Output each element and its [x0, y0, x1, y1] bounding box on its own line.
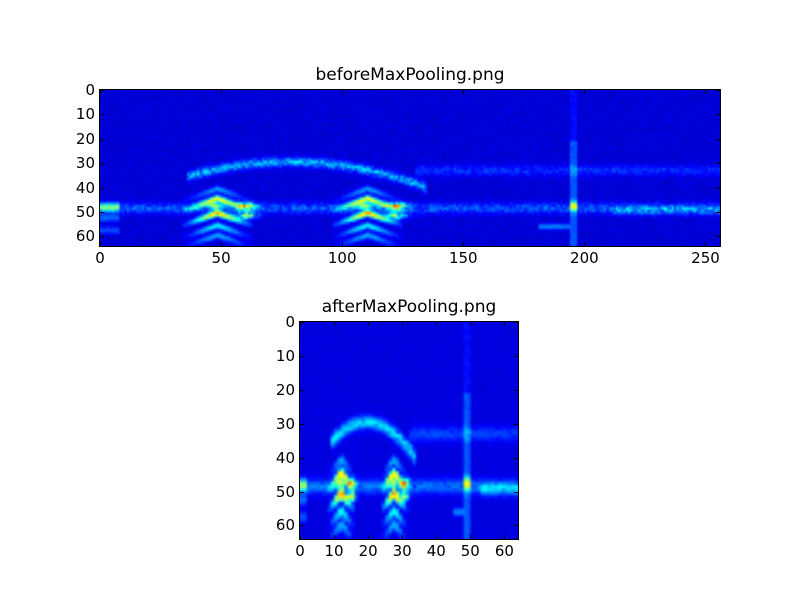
y-tick-mark — [100, 236, 104, 238]
x-tick-label: 60 — [494, 542, 514, 560]
x-tick-mark — [584, 242, 586, 246]
y-tick-mark — [514, 355, 518, 357]
y-tick-label: 40 — [75, 178, 95, 197]
x-tick-mark — [221, 242, 223, 246]
x-tick-mark — [221, 90, 223, 94]
x-tick-mark — [402, 322, 404, 326]
x-tick-label: 50 — [460, 542, 480, 560]
y-tick-mark — [100, 90, 104, 91]
x-tick-mark — [100, 90, 101, 94]
x-tick-mark — [334, 322, 336, 326]
y-tick-mark — [100, 138, 104, 140]
heatmap-image — [100, 90, 720, 246]
y-tick-mark — [716, 187, 720, 189]
y-tick-mark — [514, 491, 518, 493]
x-tick-mark — [504, 535, 506, 539]
y-tick-label: 60 — [75, 227, 95, 246]
y-tick-mark — [716, 236, 720, 238]
y-tick-mark — [716, 114, 720, 116]
x-tick-mark — [436, 322, 438, 326]
x-tick-label: 250 — [691, 249, 720, 267]
y-tick-mark — [514, 389, 518, 391]
y-tick-mark — [100, 211, 104, 213]
heatmap-image — [300, 322, 518, 539]
y-tick-label: 20 — [75, 129, 95, 148]
x-tick-mark — [436, 535, 438, 539]
y-tick-mark — [300, 525, 304, 527]
x-tick-mark — [584, 90, 586, 94]
x-tick-label: 50 — [211, 249, 231, 267]
heatmap-axes — [99, 89, 721, 247]
y-tick-label: 0 — [285, 313, 295, 331]
y-tick-label: 50 — [275, 482, 295, 501]
chart-title: beforeMaxPooling.png — [315, 65, 505, 85]
x-tick-label: 150 — [448, 249, 478, 267]
y-tick-label: 30 — [75, 154, 95, 173]
x-tick-label: 100 — [327, 249, 357, 267]
x-tick-mark — [342, 242, 344, 246]
y-tick-mark — [300, 389, 304, 391]
x-tick-label: 40 — [426, 542, 446, 560]
y-tick-mark — [300, 491, 304, 493]
x-tick-mark — [402, 535, 404, 539]
y-tick-label: 40 — [275, 448, 295, 467]
x-tick-mark — [100, 242, 101, 246]
y-tick-mark — [514, 525, 518, 527]
y-tick-mark — [514, 457, 518, 459]
x-tick-label: 10 — [324, 542, 344, 560]
y-tick-label: 10 — [275, 346, 295, 365]
y-tick-mark — [100, 114, 104, 116]
y-tick-mark — [300, 423, 304, 425]
x-tick-mark — [463, 90, 465, 94]
x-tick-mark — [504, 322, 506, 326]
x-tick-mark — [300, 322, 301, 326]
x-tick-mark — [705, 90, 707, 94]
x-tick-mark — [342, 90, 344, 94]
y-tick-label: 30 — [275, 414, 295, 433]
x-tick-mark — [470, 535, 472, 539]
y-tick-label: 20 — [275, 380, 295, 399]
x-tick-label: 200 — [570, 249, 599, 267]
y-tick-mark — [716, 163, 720, 165]
x-tick-label: 0 — [295, 542, 305, 560]
y-tick-label: 50 — [75, 202, 95, 221]
y-tick-label: 60 — [275, 516, 295, 535]
y-tick-mark — [300, 322, 304, 323]
y-tick-mark — [716, 90, 720, 91]
y-tick-label: 0 — [85, 81, 95, 99]
x-tick-mark — [334, 535, 336, 539]
x-tick-label: 0 — [95, 249, 105, 267]
heatmap-axes — [299, 321, 519, 540]
y-tick-mark — [716, 138, 720, 140]
x-tick-label: 20 — [358, 542, 378, 560]
x-tick-mark — [300, 535, 301, 539]
chart-title: afterMaxPooling.png — [321, 297, 497, 317]
x-tick-mark — [705, 242, 707, 246]
y-tick-mark — [300, 355, 304, 357]
x-tick-mark — [368, 322, 370, 326]
y-tick-mark — [514, 423, 518, 425]
y-tick-mark — [100, 187, 104, 189]
y-tick-mark — [514, 322, 518, 323]
x-tick-mark — [470, 322, 472, 326]
x-tick-mark — [463, 242, 465, 246]
y-tick-label: 10 — [75, 105, 95, 124]
y-tick-mark — [716, 211, 720, 213]
x-tick-mark — [368, 535, 370, 539]
y-tick-mark — [300, 457, 304, 459]
x-tick-label: 30 — [392, 542, 412, 560]
y-tick-mark — [100, 163, 104, 165]
